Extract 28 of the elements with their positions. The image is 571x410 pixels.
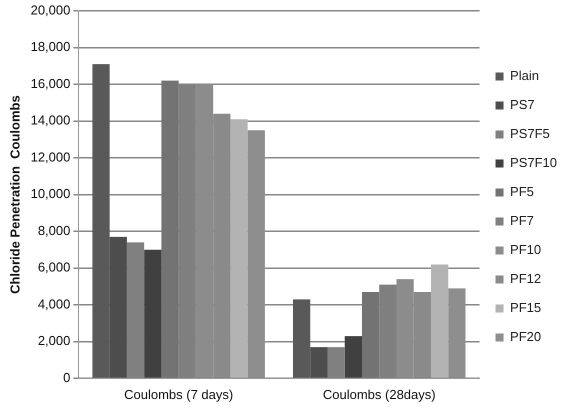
legend-label: PF20: [510, 329, 542, 344]
y-tick-label: 12,000: [30, 149, 70, 164]
y-tick-label: 10,000: [30, 186, 70, 202]
x-tick-label: Coulombs (28days): [322, 386, 436, 402]
y-tick-label: 8,000: [38, 222, 70, 238]
legend-label: PF12: [510, 271, 542, 286]
bar: [144, 250, 162, 378]
y-tick-label: 18,000: [30, 39, 70, 54]
legend-label: Plain: [510, 68, 539, 84]
y-tick-label: 0: [63, 370, 70, 385]
y-tick-label: 16,000: [30, 76, 70, 91]
legend-label: PF15: [510, 300, 542, 316]
legend-label: PF10: [510, 242, 542, 258]
bar: [230, 119, 248, 378]
legend-label: PF7: [510, 213, 534, 228]
bar: [344, 336, 362, 378]
legend-label: PS7F5: [510, 126, 550, 142]
y-tick-label: 6,000: [38, 260, 70, 275]
y-axis-title: Chloride Penetration Coulombs: [7, 95, 22, 294]
bar: [430, 264, 448, 378]
legend-label: PF5: [510, 184, 534, 200]
y-tick-label: 2,000: [38, 333, 70, 348]
y-tick-label: 14,000: [30, 112, 70, 128]
legend-label: PS7F10: [510, 155, 558, 170]
y-tick-label: 4,000: [38, 296, 70, 312]
legend-label: PS7: [510, 97, 535, 112]
y-tick-label: 20,000: [30, 2, 70, 18]
x-tick-label: Coulombs (7 days): [124, 386, 234, 402]
